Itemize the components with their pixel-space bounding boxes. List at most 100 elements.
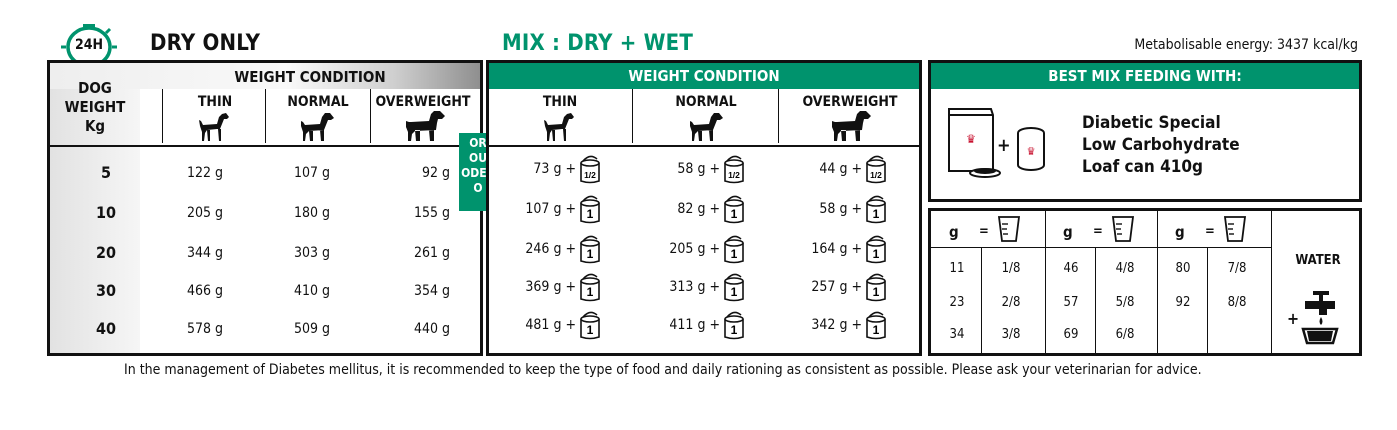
mix-dry-amount: 73 g + bbox=[533, 161, 576, 177]
best-mix-title: BEST MIX FEEDING WITH: bbox=[931, 63, 1359, 89]
dry-cell: 92 g bbox=[421, 165, 450, 181]
mix-dry-amount: 246 g + bbox=[525, 241, 576, 257]
mix-cell: 82 g + 1 bbox=[677, 194, 745, 224]
conversion-divider bbox=[1157, 211, 1158, 353]
can-fraction: 1/2 bbox=[584, 170, 596, 180]
mix-dry-amount: 82 g + bbox=[677, 201, 720, 217]
thin-dog-icon bbox=[199, 113, 229, 141]
conversion-cups: 1/8 bbox=[1001, 261, 1021, 276]
water-plus: + bbox=[1287, 309, 1300, 328]
dry-weight: 40 bbox=[95, 319, 117, 338]
dry-condition-title: WEIGHT CONDITION bbox=[234, 68, 386, 86]
can-icon: 1 bbox=[724, 195, 744, 224]
conversion-cups: 8/8 bbox=[1227, 295, 1247, 310]
conversion-subdivider bbox=[981, 248, 982, 353]
conversion-header-eq: = bbox=[979, 224, 989, 239]
overweight-dog-icon bbox=[406, 111, 445, 141]
conversion-cups: 2/8 bbox=[1001, 295, 1021, 310]
mix-dry-amount: 164 g + bbox=[811, 241, 862, 257]
conversion-header-eq: = bbox=[1205, 224, 1215, 239]
svg-text:♛: ♛ bbox=[966, 132, 976, 146]
mix-cell: 44 g + 1/2 bbox=[819, 154, 887, 184]
dry-col-overweight: OVERWEIGHT bbox=[375, 94, 471, 110]
conversion-cups: 7/8 bbox=[1227, 261, 1247, 276]
can-icon: 1 bbox=[866, 195, 886, 224]
mix-dry-amount: 313 g + bbox=[669, 279, 720, 295]
can-fraction: 1 bbox=[873, 247, 880, 261]
kibble-bag-icon: ♛ bbox=[948, 108, 1001, 178]
conversion-grams: 80 bbox=[1175, 261, 1191, 276]
best-mix-panel: BEST MIX FEEDING WITH: ♛ + ♛ Diabetic Sp… bbox=[928, 60, 1362, 202]
dog-weight-header: DOG WEIGHT Kg bbox=[60, 79, 130, 136]
can-icon: 1/2 bbox=[724, 155, 744, 184]
conversion-header-g: g bbox=[1063, 223, 1073, 241]
can-icon: 1 bbox=[724, 311, 744, 340]
dry-col-thin: THIN bbox=[197, 94, 233, 110]
dry-cell: 155 g bbox=[413, 205, 450, 221]
mix-dry-amount: 481 g + bbox=[525, 317, 576, 333]
mix-panel: WEIGHT CONDITION THIN NORMAL OVERWEIGHT … bbox=[486, 60, 922, 356]
dog-weight-header-line: DOG bbox=[78, 79, 112, 97]
dry-cell: 107 g bbox=[293, 165, 331, 181]
conversion-grams: 46 bbox=[1063, 261, 1079, 276]
can-fraction: 1/2 bbox=[728, 170, 740, 180]
mix-cell: 107 g + 1 bbox=[525, 194, 601, 224]
dry-weight: 30 bbox=[95, 281, 117, 300]
mix-cell: 73 g + 1/2 bbox=[533, 154, 601, 184]
can-icon: 1 bbox=[866, 273, 886, 302]
mix-dry-amount: 107 g + bbox=[525, 201, 576, 217]
dry-header-rule bbox=[50, 145, 480, 147]
clock-24h-icon: 24H bbox=[60, 23, 122, 68]
dry-cell: 354 g bbox=[413, 283, 450, 299]
mix-cell: 164 g + 1 bbox=[811, 234, 887, 264]
can-fraction: 1/2 bbox=[870, 170, 882, 180]
conversion-cups: 5/8 bbox=[1115, 295, 1135, 310]
mix-cell: 369 g + 1 bbox=[525, 272, 601, 302]
dry-cell: 344 g bbox=[186, 245, 224, 261]
conversion-grams: 57 bbox=[1063, 295, 1079, 310]
conversion-cups: 4/8 bbox=[1115, 261, 1135, 276]
conversion-header-g: g bbox=[949, 223, 959, 241]
mix-title: MIX : DRY + WET bbox=[502, 31, 694, 56]
normal-dog-icon bbox=[690, 113, 723, 141]
can-icon: 1/2 bbox=[580, 155, 600, 184]
can-fraction: 1 bbox=[873, 207, 880, 221]
can-icon: 1 bbox=[580, 311, 600, 340]
time-badge-text: 24H bbox=[74, 37, 104, 53]
conversion-subdivider bbox=[1095, 248, 1096, 353]
dog-weight-header-line: WEIGHT bbox=[64, 98, 126, 116]
mix-cell: 257 g + 1 bbox=[811, 272, 887, 302]
svg-text:♛: ♛ bbox=[1027, 145, 1036, 158]
dry-cell: 303 g bbox=[293, 245, 331, 261]
can-icon: 1 bbox=[724, 273, 744, 302]
cup-icon bbox=[1223, 216, 1247, 242]
can-fraction: 1 bbox=[873, 285, 880, 299]
can-icon: 1/2 bbox=[866, 155, 886, 184]
mix-dry-amount: 411 g + bbox=[669, 317, 720, 333]
best-mix-line: Low Carbohydrate bbox=[1082, 135, 1240, 155]
mix-dry-amount: 58 g + bbox=[677, 161, 720, 177]
overweight-dog-icon bbox=[832, 111, 871, 141]
dry-cell: 578 g bbox=[186, 321, 224, 337]
mix-dry-amount: 257 g + bbox=[811, 279, 862, 295]
normal-dog-icon bbox=[301, 113, 334, 141]
water-tap-icon bbox=[1301, 291, 1339, 345]
mix-cell: 411 g + 1 bbox=[669, 310, 745, 340]
can-icon: 1 bbox=[580, 235, 600, 264]
conversion-grams: 11 bbox=[949, 261, 965, 276]
mix-dry-amount: 58 g + bbox=[819, 201, 862, 217]
can-fraction: 1 bbox=[587, 323, 594, 337]
dog-weight-header-line: Kg bbox=[84, 117, 106, 135]
mix-header-rule bbox=[489, 145, 919, 147]
can-fraction: 1 bbox=[731, 207, 738, 221]
mix-col-overweight: OVERWEIGHT bbox=[802, 94, 898, 110]
mix-cell: 58 g + 1/2 bbox=[677, 154, 745, 184]
mix-cell: 481 g + 1 bbox=[525, 310, 601, 340]
can-icon: 1 bbox=[580, 195, 600, 224]
wet-can-icon: ♛ bbox=[1017, 127, 1045, 171]
dry-weight: 10 bbox=[95, 203, 117, 222]
mix-cell: 205 g + 1 bbox=[669, 234, 745, 264]
dry-header-bar bbox=[50, 63, 480, 89]
mix-col-normal: NORMAL bbox=[675, 94, 737, 110]
dry-panel: WEIGHT CONDITION DOG WEIGHT Kg THIN NORM… bbox=[47, 60, 483, 356]
